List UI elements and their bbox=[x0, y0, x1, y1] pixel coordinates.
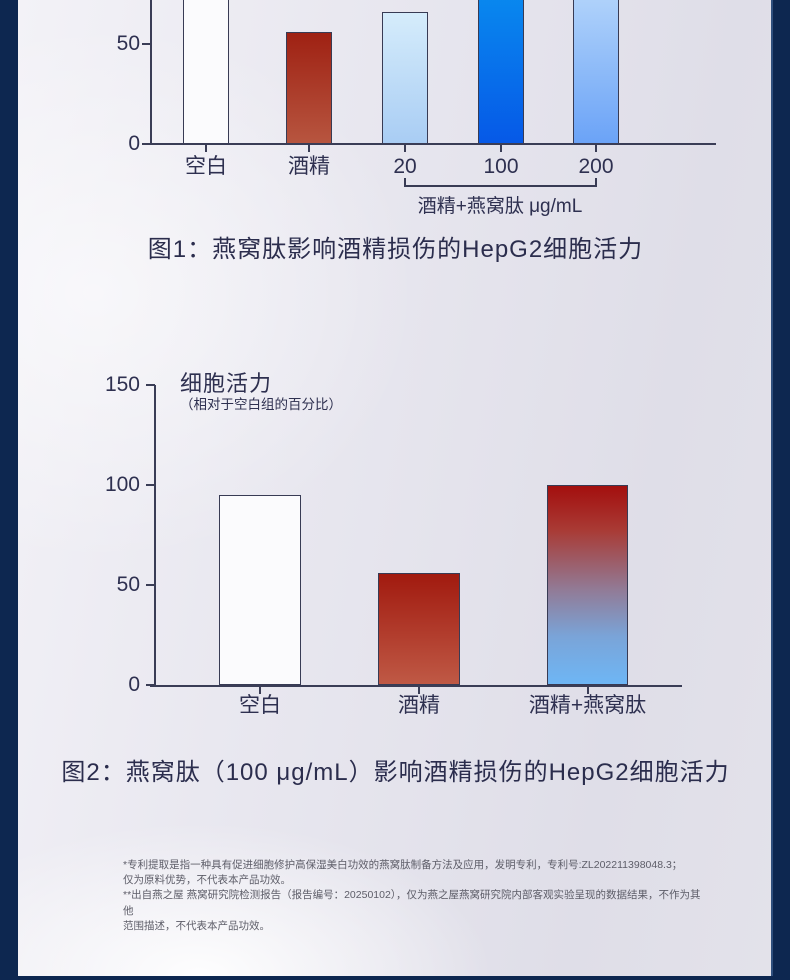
x-tick-mark-200 bbox=[595, 145, 597, 152]
x-tick-mark-酒精 bbox=[418, 687, 420, 694]
footnote-line-2: 仅为原料优势，不代表本产品功效。 bbox=[123, 874, 291, 887]
figure1-caption: 图1：燕窝肽影响酒精损伤的HepG2细胞活力 bbox=[147, 236, 644, 263]
chart-figure-1: 酒精+燕窝肽 μg/mL 0 50 空白 酒精 20 100 200 bbox=[18, 0, 773, 265]
footnote-block: *专利提取是指一种具有促进细胞修护高保湿美白功效的燕窝肽制备方法及应用，发明专利… bbox=[123, 858, 703, 934]
footnote-line-1: *专利提取是指一种具有促进细胞修护高保湿美白功效的燕窝肽制备方法及应用，发明专利… bbox=[123, 859, 683, 871]
x-tick-mark-空白 bbox=[259, 687, 261, 694]
bracket-right-end bbox=[595, 178, 597, 187]
y-tick-label-0: 0 bbox=[128, 132, 140, 155]
x-tick-label-酒精: 酒精 bbox=[398, 694, 440, 717]
bar-20 bbox=[382, 12, 428, 144]
x-tick-label-20: 20 bbox=[393, 155, 417, 178]
y-tick-mark-50 bbox=[142, 43, 151, 45]
x-tick-label-酒精+燕窝肽: 酒精+燕窝肽 bbox=[528, 694, 647, 717]
chart2-y-axis bbox=[154, 385, 156, 687]
bar-酒精 bbox=[286, 32, 332, 144]
y-tick-mark-150 bbox=[146, 384, 155, 386]
x-tick-label-酒精: 酒精 bbox=[288, 155, 330, 178]
y-tick-label-50: 50 bbox=[116, 573, 140, 596]
chart2-y-axis-title: 细胞活力 （相对于空白组的百分比） bbox=[180, 372, 342, 413]
y-tick-mark-0 bbox=[142, 143, 151, 145]
x-tick-label-空白: 空白 bbox=[239, 694, 281, 717]
bottom-section-divider bbox=[0, 976, 790, 980]
x-tick-label-200: 200 bbox=[578, 155, 614, 178]
footnote-line-3: **出自燕之屋 燕窝研究院检测报告（报告编号：20250102），仅为燕之屋燕窝… bbox=[123, 889, 701, 917]
chart-figure-2: 细胞活力 （相对于空白组的百分比） 0 50 100 150 空白 酒精 酒精+燕窝肽 bbox=[18, 370, 773, 730]
x-tick-mark-酒精+燕窝肽 bbox=[586, 687, 589, 694]
chart2-x-axis bbox=[150, 685, 682, 687]
chart1-plot-area bbox=[18, 0, 773, 144]
x-tick-mark-20 bbox=[404, 145, 406, 152]
chart2-plot-area bbox=[18, 385, 773, 687]
chart1-y-axis bbox=[150, 0, 152, 144]
bar-空白 bbox=[219, 495, 301, 685]
right-edge-highlight bbox=[771, 0, 773, 976]
bracket-line bbox=[404, 185, 597, 187]
bracket-left-end bbox=[404, 178, 406, 187]
y-tick-label-100: 100 bbox=[104, 473, 140, 496]
bar-酒精 bbox=[378, 573, 460, 685]
bar-200 bbox=[573, 0, 619, 144]
y-tick-label-150: 150 bbox=[104, 373, 140, 396]
x-tick-mark-酒精 bbox=[308, 145, 310, 152]
y-tick-label-50: 50 bbox=[116, 32, 140, 55]
y-axis-subtitle-text: （相对于空白组的百分比） bbox=[180, 397, 342, 412]
y-tick-label-0: 0 bbox=[128, 673, 140, 696]
content-panel: 酒精+燕窝肽 μg/mL 0 50 空白 酒精 20 100 200 图1：燕窝肽影响酒精损… bbox=[18, 0, 773, 976]
x-tick-mark-100 bbox=[500, 145, 502, 152]
x-tick-mark-空白 bbox=[205, 145, 207, 152]
bar-100 bbox=[478, 0, 524, 144]
y-axis-title-text: 细胞活力 bbox=[180, 371, 273, 396]
y-tick-mark-50 bbox=[146, 584, 155, 586]
figure2-caption: 图2：燕窝肽（100 μg/mL）影响酒精损伤的HepG2细胞活力 bbox=[61, 759, 730, 786]
bar-酒精+燕窝肽 bbox=[547, 485, 628, 685]
chart1-x-axis bbox=[146, 143, 716, 145]
footnote-line-4: 范围描述，不代表本产品功效。 bbox=[123, 919, 270, 932]
y-tick-mark-0 bbox=[146, 684, 155, 686]
y-tick-mark-100 bbox=[146, 484, 155, 486]
group-bracket-label: 酒精+燕窝肽 μg/mL bbox=[417, 196, 583, 217]
x-tick-label-100: 100 bbox=[483, 155, 519, 178]
x-tick-label-空白: 空白 bbox=[185, 155, 227, 178]
bar-空白 bbox=[183, 0, 229, 144]
